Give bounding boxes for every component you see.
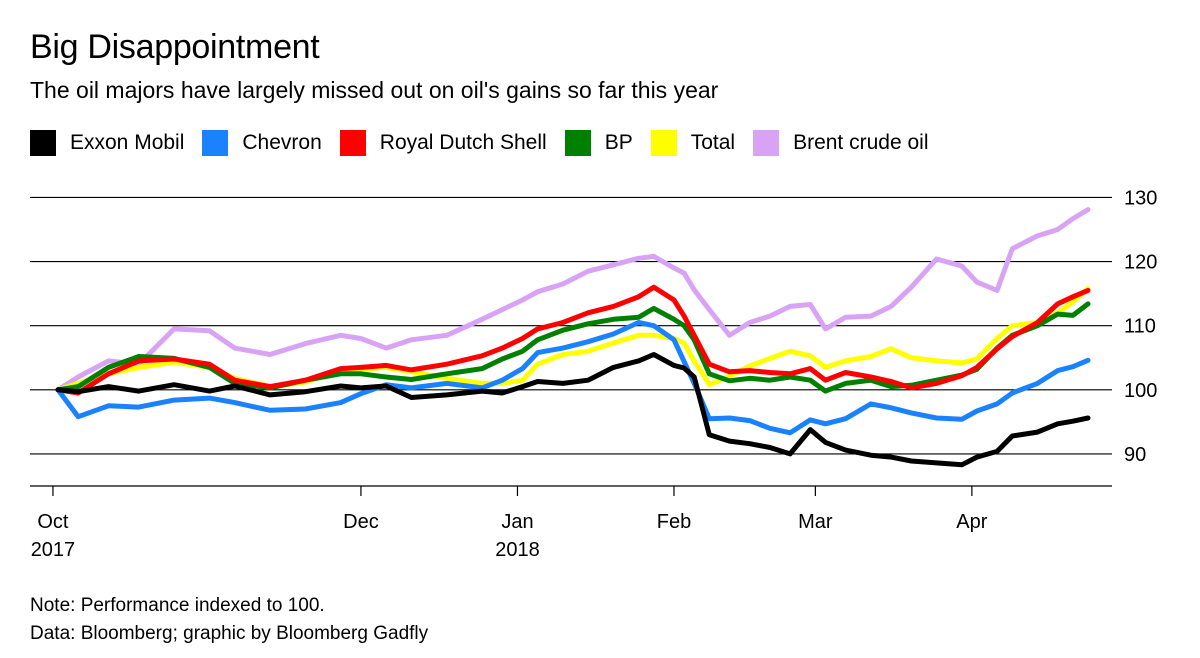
series-line-royal-dutch-shell bbox=[55, 284, 1091, 396]
chart-subtitle: The oil majors have largely missed out o… bbox=[30, 77, 719, 103]
x-tick-label: Feb bbox=[657, 511, 691, 533]
source-note: Data: Bloomberg; graphic by Bloomberg Ga… bbox=[30, 623, 429, 644]
x-tick-year-label: 2017 bbox=[31, 539, 76, 561]
legend-label: Exxon Mobil bbox=[70, 131, 185, 154]
legend-swatch bbox=[650, 130, 677, 156]
series-line-exxon-mobil bbox=[55, 352, 1091, 468]
legend-item: Exxon Mobil bbox=[30, 130, 184, 156]
legend-swatch bbox=[202, 130, 229, 156]
legend-item: Chevron bbox=[202, 130, 322, 156]
legend-swatch bbox=[564, 130, 591, 156]
y-tick-label: 130 bbox=[1124, 187, 1157, 209]
legend-label: Royal Dutch Shell bbox=[379, 131, 547, 154]
y-tick-label: 100 bbox=[1124, 380, 1157, 402]
legend-item: Royal Dutch Shell bbox=[339, 130, 547, 156]
series-line-total bbox=[55, 286, 1091, 393]
chart-title: Big Disappointment bbox=[30, 28, 320, 66]
x-tick-label: Dec bbox=[343, 511, 379, 533]
footnotes: Note: Performance indexed to 100. Data: … bbox=[30, 592, 428, 648]
legend-label: BP bbox=[604, 131, 633, 154]
series-line-chevron bbox=[55, 320, 1091, 436]
y-tick-label: 110 bbox=[1124, 316, 1156, 338]
legend-swatch bbox=[30, 130, 56, 156]
legend: Exxon Mobil Chevron Royal Dutch Shell BP Tot… bbox=[30, 130, 946, 156]
legend-label: Brent crude oil bbox=[793, 131, 929, 154]
legend-swatch bbox=[753, 130, 780, 156]
x-tick-label: Jan bbox=[501, 511, 533, 533]
legend-item: BP bbox=[564, 130, 633, 156]
legend-label: Chevron bbox=[242, 131, 322, 154]
x-tick-label: Apr bbox=[956, 511, 987, 533]
x-tick-year-label: 2018 bbox=[495, 539, 540, 561]
legend-item: Brent crude oil bbox=[753, 130, 928, 156]
legend-swatch bbox=[339, 130, 366, 156]
legend-item: Total bbox=[650, 130, 736, 156]
y-tick-label: 90 bbox=[1124, 444, 1146, 466]
legend-label: Total bbox=[690, 131, 736, 154]
series-line-brent-crude-oil bbox=[55, 207, 1091, 393]
footnote: Note: Performance indexed to 100. bbox=[30, 595, 325, 616]
y-tick-label: 120 bbox=[1124, 252, 1157, 274]
x-tick-label: Mar bbox=[798, 511, 833, 533]
x-tick-label: Oct bbox=[37, 511, 69, 533]
